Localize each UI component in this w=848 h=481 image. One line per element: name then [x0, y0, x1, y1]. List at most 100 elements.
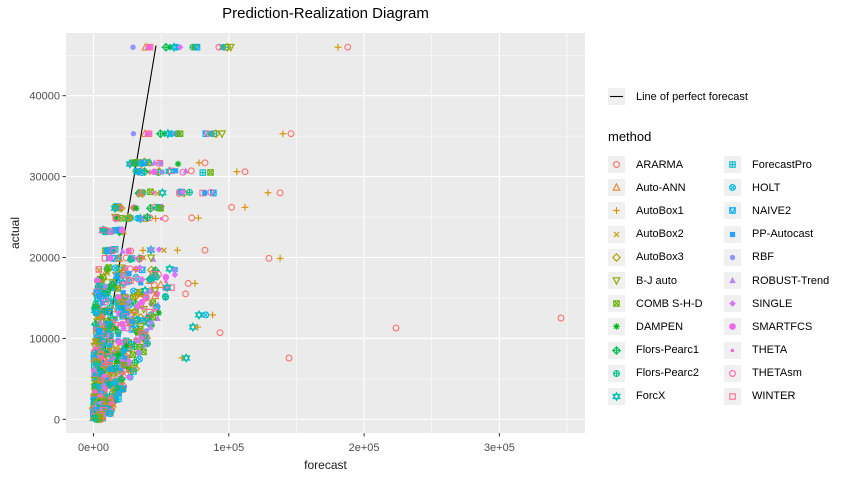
legend-key	[724, 156, 741, 174]
circle-big-filled-icon	[729, 323, 736, 331]
chart-title: Prediction-Realization Diagram	[222, 5, 429, 22]
legend-item-label: Flors-Pearc1	[636, 344, 699, 357]
legend-key	[608, 387, 625, 405]
legend-key	[724, 364, 741, 382]
legend-item-smartfcs: SMARTFCS	[724, 315, 848, 338]
legend-key	[724, 387, 741, 405]
legend-key	[724, 179, 741, 197]
x-tick-label: 0e+00	[78, 442, 109, 454]
circle-plus-icon	[613, 369, 620, 377]
legend-key	[724, 225, 741, 243]
square-x-icon	[613, 300, 620, 307]
x-tick-label: 1e+05	[213, 442, 244, 454]
y-tick-label: 0	[54, 414, 60, 426]
legend-item-theta: THETA	[724, 339, 848, 362]
legend-item-forcx: ForcX	[608, 385, 724, 408]
x-tick-label: 2e+05	[349, 442, 380, 454]
legend-item-rbf: RBF	[724, 246, 848, 269]
legend-item-label: ForcX	[636, 390, 666, 403]
legend-item-dampen: DAMPEN	[608, 315, 724, 338]
plus-icon	[613, 207, 620, 215]
legend-item-robust-trend: ROBUST-Trend	[724, 269, 848, 292]
legend-item-label: RBF	[752, 251, 774, 264]
legend-item-flors-pearc1: Flors-Pearc1	[608, 339, 724, 362]
legend-item-auto-ann: Auto-ANN	[608, 176, 724, 199]
legend-key	[724, 341, 741, 359]
legend-item-pp-autocast: PP-Autocast	[724, 223, 848, 246]
square-filled-icon	[729, 231, 736, 237]
perfect-line-key	[608, 88, 625, 105]
square-plus-icon	[729, 161, 736, 168]
legend-item-label: AutoBox1	[636, 204, 684, 217]
perfect-line-legend: Line of perfect forecast	[608, 88, 748, 105]
legend-key	[724, 318, 741, 336]
legend-item-b-j-auto: B-J auto	[608, 269, 724, 292]
legend-item-thetasm: THETAsm	[724, 362, 848, 385]
circle-small-filled-icon	[730, 348, 735, 352]
legend-key	[608, 202, 625, 220]
asterisk-icon	[613, 323, 620, 331]
legend-item-label: ARARMA	[636, 158, 684, 171]
square-triangle-icon	[728, 207, 737, 215]
legend-item-label: HOLT	[752, 181, 781, 194]
legend-item-holt: HOLT	[724, 176, 848, 199]
legend-item-single: SINGLE	[724, 292, 848, 315]
triangle-filled-icon	[729, 277, 736, 284]
panel-background	[66, 33, 585, 433]
legend-item-label: B-J auto	[636, 274, 677, 287]
triangle-down-open-icon	[612, 277, 621, 286]
legend-item-label: THETAsm	[752, 367, 802, 380]
legend-key	[608, 225, 625, 243]
data-points	[88, 42, 565, 424]
legend-key	[608, 318, 625, 336]
diamond-plus-icon	[611, 345, 622, 355]
line-icon	[610, 95, 623, 98]
legend-key	[608, 364, 625, 382]
perfect-line-label: Line of perfect forecast	[636, 90, 748, 103]
y-axis-label: actual	[8, 216, 22, 250]
legend-key	[724, 295, 741, 313]
legend-item-label: SMARTFCS	[752, 320, 813, 333]
legend-item-label: SINGLE	[752, 297, 793, 310]
square-open-icon	[729, 393, 736, 400]
legend-item-winter: WINTER	[724, 385, 848, 408]
legend-title: method	[608, 129, 652, 144]
legend-item-label: Flors-Pearc2	[636, 367, 699, 380]
legend-item-label: WINTER	[752, 390, 796, 403]
legend-key	[608, 295, 625, 313]
circle-x-icon	[729, 184, 736, 192]
legend-item-label: AutoBox2	[636, 228, 684, 241]
legend-item-ararma: ARARMA	[608, 153, 724, 176]
legend-item-label: DAMPEN	[636, 320, 684, 333]
legend-item-label: AutoBox3	[636, 251, 684, 264]
legend-item-label: ROBUST-Trend	[752, 274, 830, 287]
legend-item-forecastpro: ForecastPro	[724, 153, 848, 176]
legend: Line of perfect forecast method ARARMA Au…	[608, 0, 848, 481]
diamond-filled-icon	[729, 300, 736, 308]
legend-key	[608, 179, 625, 197]
y-tick-label: 20000	[29, 253, 60, 265]
legend-key	[724, 202, 741, 220]
cross-icon	[613, 231, 620, 238]
legend-item-label: NAIVE2	[752, 204, 792, 217]
legend-item-label: PP-Autocast	[752, 228, 814, 241]
legend-item-autobox2: AutoBox2	[608, 223, 724, 246]
circle-open-icon	[729, 369, 736, 377]
legend-key	[724, 248, 741, 266]
legend-key	[608, 156, 625, 174]
legend-key	[608, 272, 625, 290]
legend-item-label: THETA	[752, 344, 788, 357]
legend-item-naive2: NAIVE2	[724, 199, 848, 222]
diamond-open-icon	[611, 252, 622, 262]
x-axis-label: forecast	[304, 458, 347, 472]
legend-item-comb-s-h-d: COMB S-H-D	[608, 292, 724, 315]
y-tick-label: 40000	[29, 91, 60, 103]
triangle-open-icon	[612, 182, 621, 192]
circle-filled-icon	[729, 254, 736, 261]
legend-key	[608, 341, 625, 359]
method-legend: ARARMA Auto-ANN AutoBox1 AutoBox2 AutoBox3 B-…	[608, 153, 848, 408]
x-tick-label: 3e+05	[484, 442, 515, 454]
hexagram-icon	[612, 391, 621, 402]
legend-item-label: ForecastPro	[752, 158, 812, 171]
